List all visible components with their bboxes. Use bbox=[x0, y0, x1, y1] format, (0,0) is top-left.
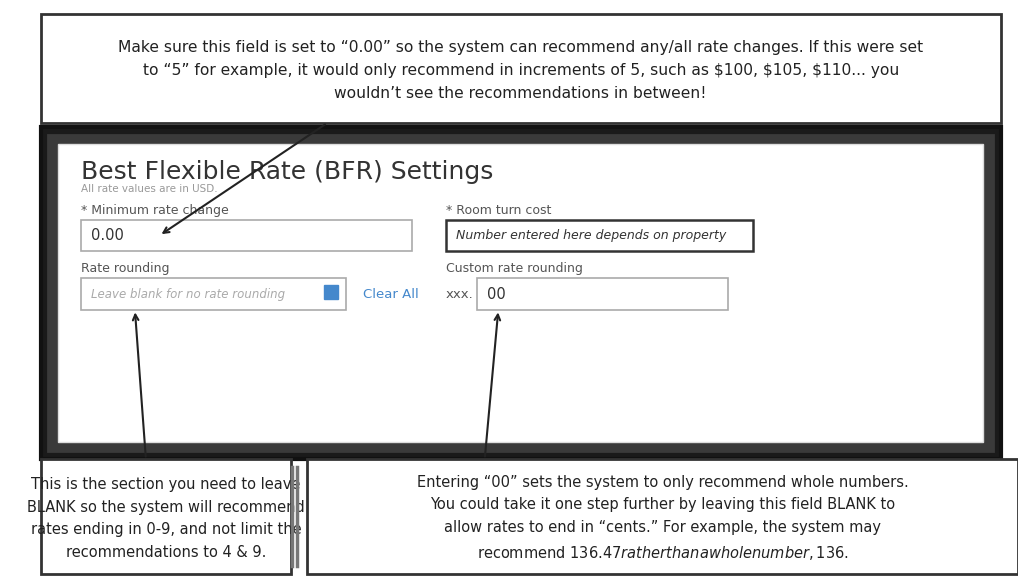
Text: 00: 00 bbox=[486, 286, 506, 302]
Text: Clear All: Clear All bbox=[364, 288, 419, 300]
Text: All rate values are in USD.: All rate values are in USD. bbox=[82, 184, 218, 194]
Bar bbox=[82, 220, 412, 251]
Bar bbox=[41, 127, 1000, 459]
Text: * Minimum rate change: * Minimum rate change bbox=[82, 204, 229, 217]
Text: xxx.: xxx. bbox=[445, 288, 474, 300]
Bar bbox=[325, 285, 338, 299]
Text: Make sure this field is set to “0.00” so the system can recommend any/all rate c: Make sure this field is set to “0.00” so… bbox=[118, 40, 924, 101]
Text: This is the section you need to leave
BLANK so the system will recommend
rates e: This is the section you need to leave BL… bbox=[27, 477, 305, 560]
Text: Rate rounding: Rate rounding bbox=[82, 262, 170, 275]
Bar bbox=[58, 144, 983, 442]
Text: * Room turn cost: * Room turn cost bbox=[445, 204, 551, 217]
Bar bbox=[445, 220, 753, 251]
Text: Number entered here depends on property: Number entered here depends on property bbox=[456, 229, 726, 242]
Text: Leave blank for no rate rounding: Leave blank for no rate rounding bbox=[91, 288, 286, 300]
Bar bbox=[307, 459, 1018, 574]
Text: 0.00: 0.00 bbox=[91, 228, 124, 243]
Bar bbox=[477, 279, 728, 309]
Text: Custom rate rounding: Custom rate rounding bbox=[445, 262, 583, 275]
Text: Entering “00” sets the system to only recommend whole numbers.
You could take it: Entering “00” sets the system to only re… bbox=[417, 475, 908, 562]
Bar bbox=[41, 459, 292, 574]
Bar bbox=[48, 135, 993, 452]
Text: Best Flexible Rate (BFR) Settings: Best Flexible Rate (BFR) Settings bbox=[82, 159, 494, 183]
Bar bbox=[82, 279, 346, 309]
Bar bbox=[41, 14, 1000, 123]
